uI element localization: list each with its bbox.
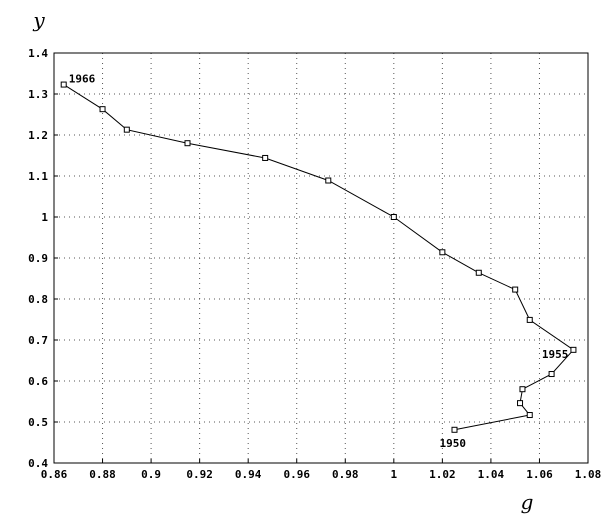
y-tick-label: 0.4 — [28, 457, 48, 470]
data-point — [60, 81, 67, 88]
x-axis-label: g — [521, 490, 534, 514]
series — [60, 81, 577, 433]
data-point — [475, 269, 482, 276]
y-tick-label: 0.7 — [28, 334, 48, 347]
y-axis-tick-labels: 0.4 0.5 0.6 0.7 0.8 0.9 1 1.1 1.2 1.3 1.4 — [28, 47, 48, 470]
y-tick-label: 1.3 — [28, 88, 48, 101]
data-point — [517, 400, 524, 407]
y-tick-label: 0.5 — [28, 416, 48, 429]
x-tick-label: 1 — [391, 468, 398, 481]
x-tick-label: 0.9 — [141, 468, 161, 481]
y-tick-label: 1.1 — [28, 170, 48, 183]
data-point — [325, 177, 332, 184]
y-tick-label: 1.2 — [28, 129, 48, 142]
grid — [54, 53, 588, 463]
y-tick-label: 0.9 — [28, 252, 48, 265]
y-tick-label: 0.8 — [28, 293, 48, 306]
data-point — [526, 316, 533, 323]
x-tick-label: 0.94 — [235, 468, 262, 481]
data-point — [526, 412, 533, 419]
year-annotation: 1950 — [440, 437, 467, 450]
data-point — [519, 386, 526, 393]
x-axis-tick-labels: 0.86 0.88 0.9 0.92 0.94 0.96 0.98 1 1.02 1.04 1.06… — [41, 468, 602, 481]
data-point — [451, 426, 458, 433]
data-point — [548, 371, 555, 378]
year-annotation: 1966 — [69, 73, 96, 86]
x-tick-label: 1.08 — [575, 468, 602, 481]
data-point — [439, 249, 446, 256]
data-point — [184, 140, 191, 147]
y-tick-label: 0.6 — [28, 375, 48, 388]
x-tick-label: 1.04 — [478, 468, 505, 481]
annotations: 1950 1955 1966 — [69, 73, 569, 450]
data-point — [512, 286, 519, 293]
y-tick-label: 1.4 — [28, 47, 48, 60]
axis-ticks — [53, 52, 589, 464]
y-tick-label: 1 — [41, 211, 48, 224]
data-point — [262, 154, 269, 161]
x-tick-label: 0.86 — [41, 468, 68, 481]
x-tick-label: 0.96 — [283, 468, 310, 481]
y-axis-label: y — [32, 8, 45, 32]
data-point — [123, 126, 130, 133]
x-tick-label: 1.06 — [526, 468, 553, 481]
x-tick-label: 0.92 — [186, 468, 213, 481]
x-tick-label: 0.88 — [89, 468, 116, 481]
data-point — [570, 346, 577, 353]
data-point — [390, 214, 397, 220]
series-line — [63, 84, 575, 431]
x-tick-label: 1.02 — [429, 468, 456, 481]
x-tick-label: 0.98 — [332, 468, 359, 481]
data-point — [99, 106, 106, 113]
year-annotation: 1955 — [542, 348, 569, 361]
